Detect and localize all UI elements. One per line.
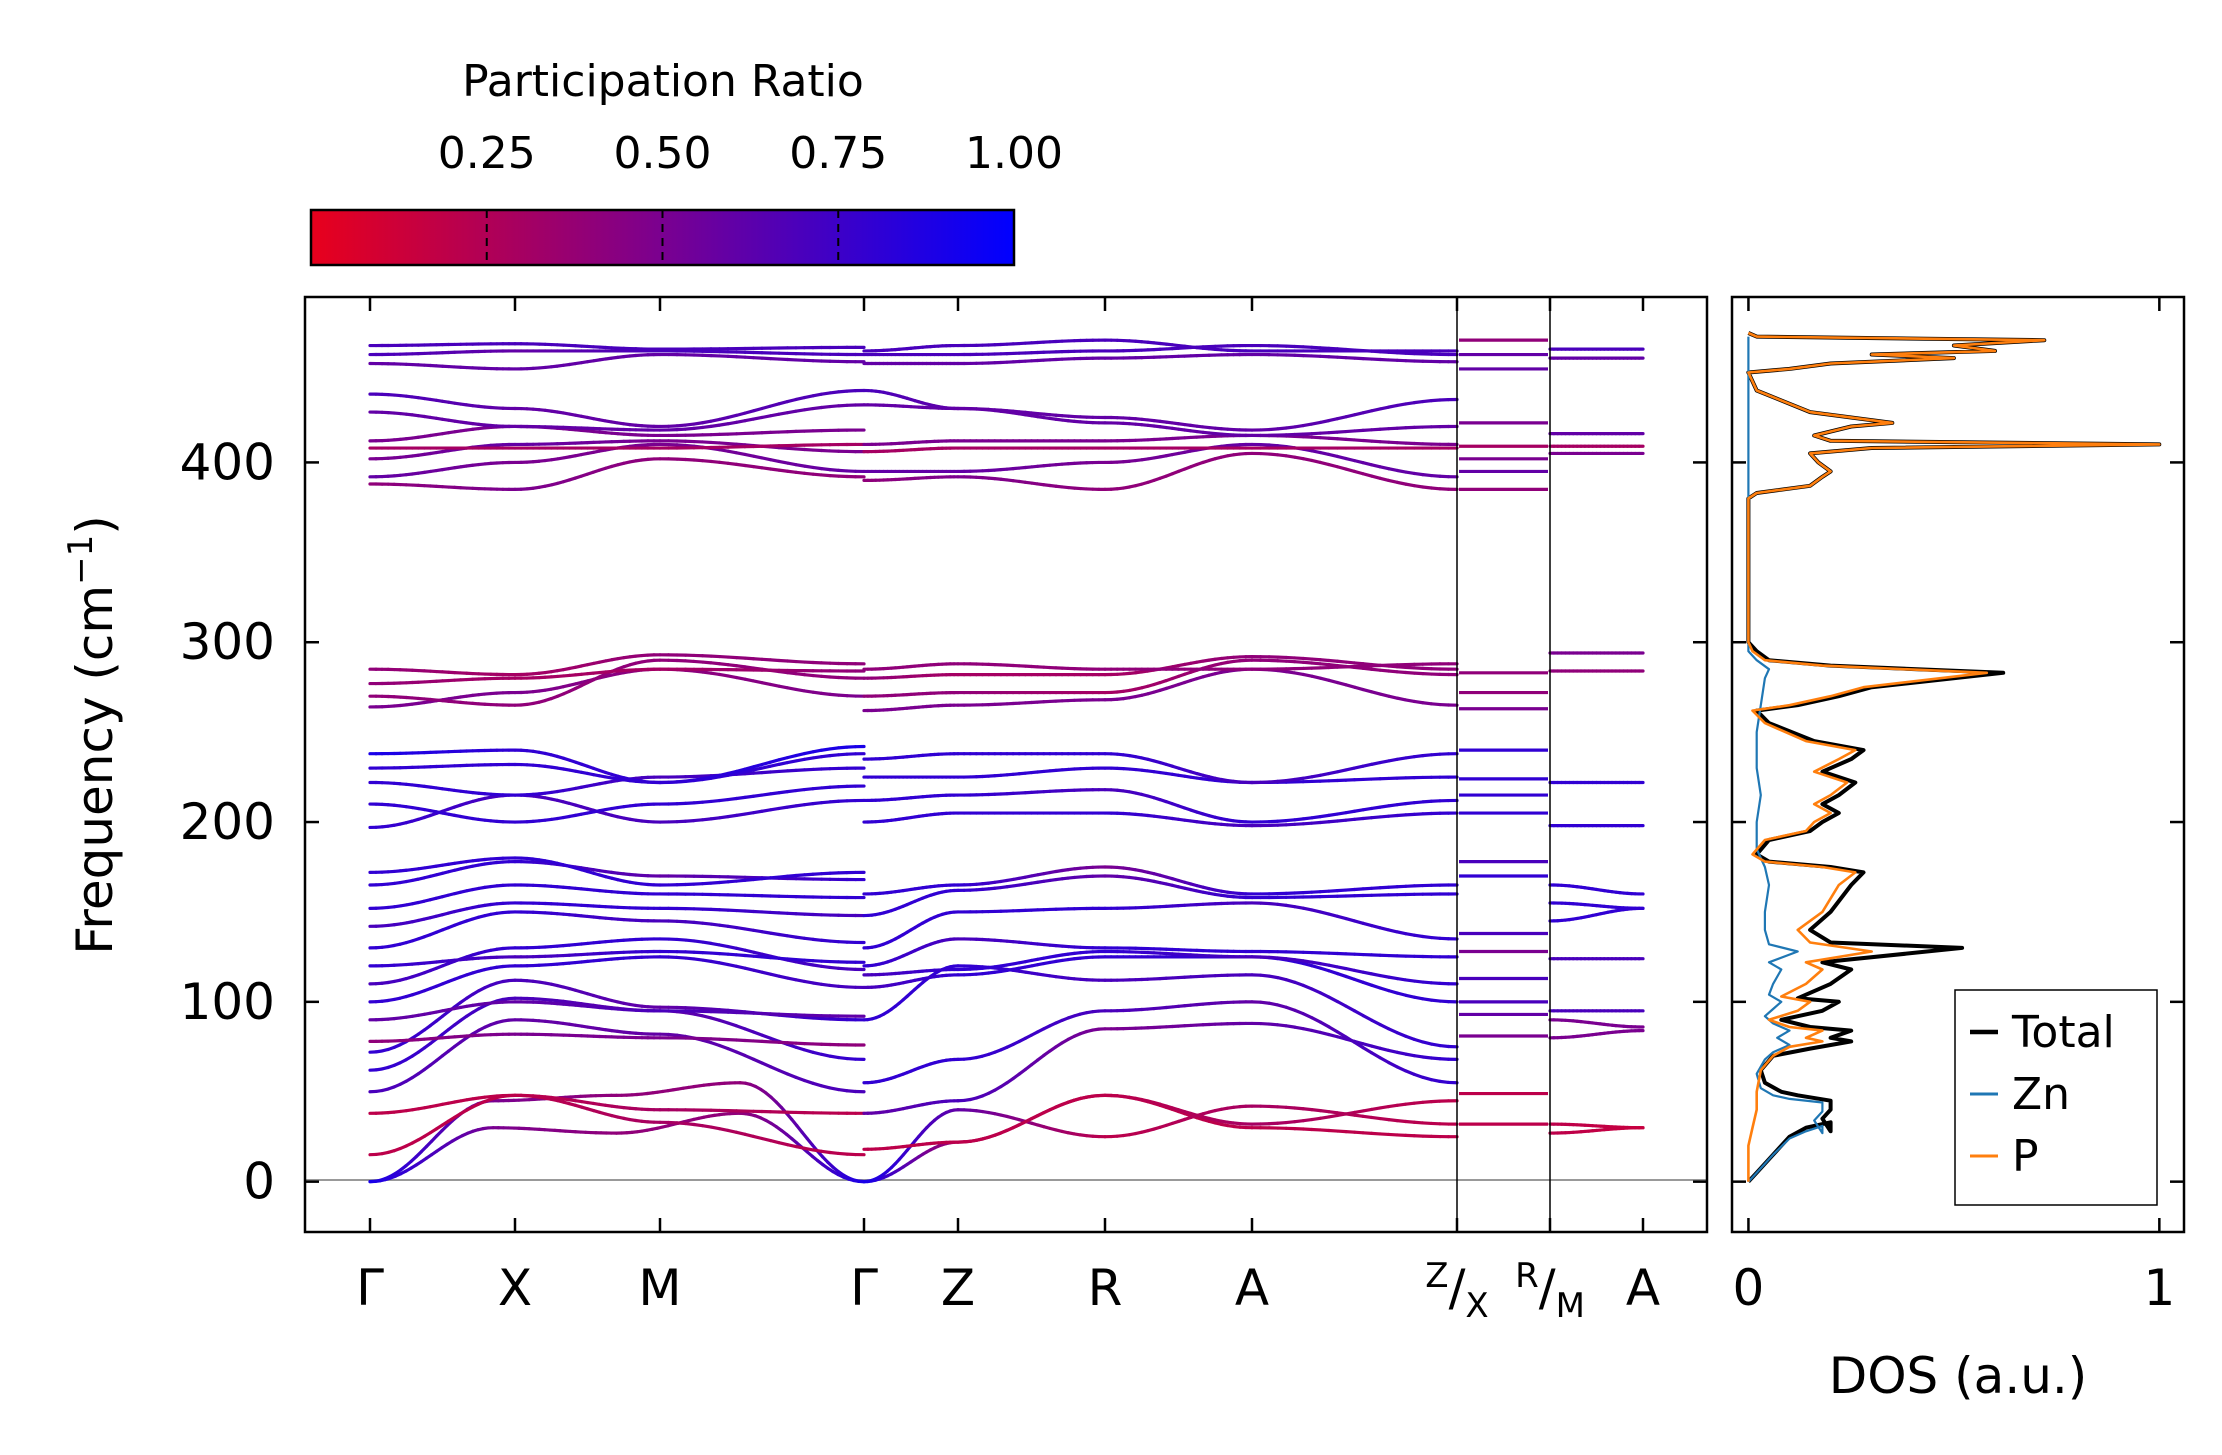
band-line-segment [1361,1045,1374,1055]
band-line-segment [1378,1056,1391,1065]
band-line-segment [1369,1051,1382,1060]
band-line-segment [1387,1060,1399,1069]
colorbar-tick-label: 0.25 [438,128,536,179]
band-line-segment [1310,1016,1322,1024]
band-line-segment [1361,1013,1374,1022]
band-line-segment [1335,1030,1348,1039]
band-line-segment [1352,1040,1365,1050]
colorbar-tick-label: 0.75 [789,128,887,179]
band-line-segment [1352,1009,1365,1018]
colorbar-tick-label: 1.00 [965,128,1063,179]
colorbar-ticks: 0.25 0.50 0.75 1.00 [438,128,1063,179]
band-line-segment [1344,1004,1357,1013]
colorbar-tick-label: 0.50 [614,128,712,179]
band-lines [368,338,1645,1184]
band-line-segment [1327,1025,1340,1034]
colorbar-title: Participation Ratio [462,56,864,107]
colorbar: Participation Ratio 0.25 0.50 0.75 1.00 [309,56,1063,267]
band-line-segment [1344,1035,1357,1044]
band-line-segment [1318,1020,1331,1029]
band-line-segment [1369,1018,1382,1027]
band-line-segment [1327,995,1340,1004]
band-line-segment [1335,999,1348,1008]
